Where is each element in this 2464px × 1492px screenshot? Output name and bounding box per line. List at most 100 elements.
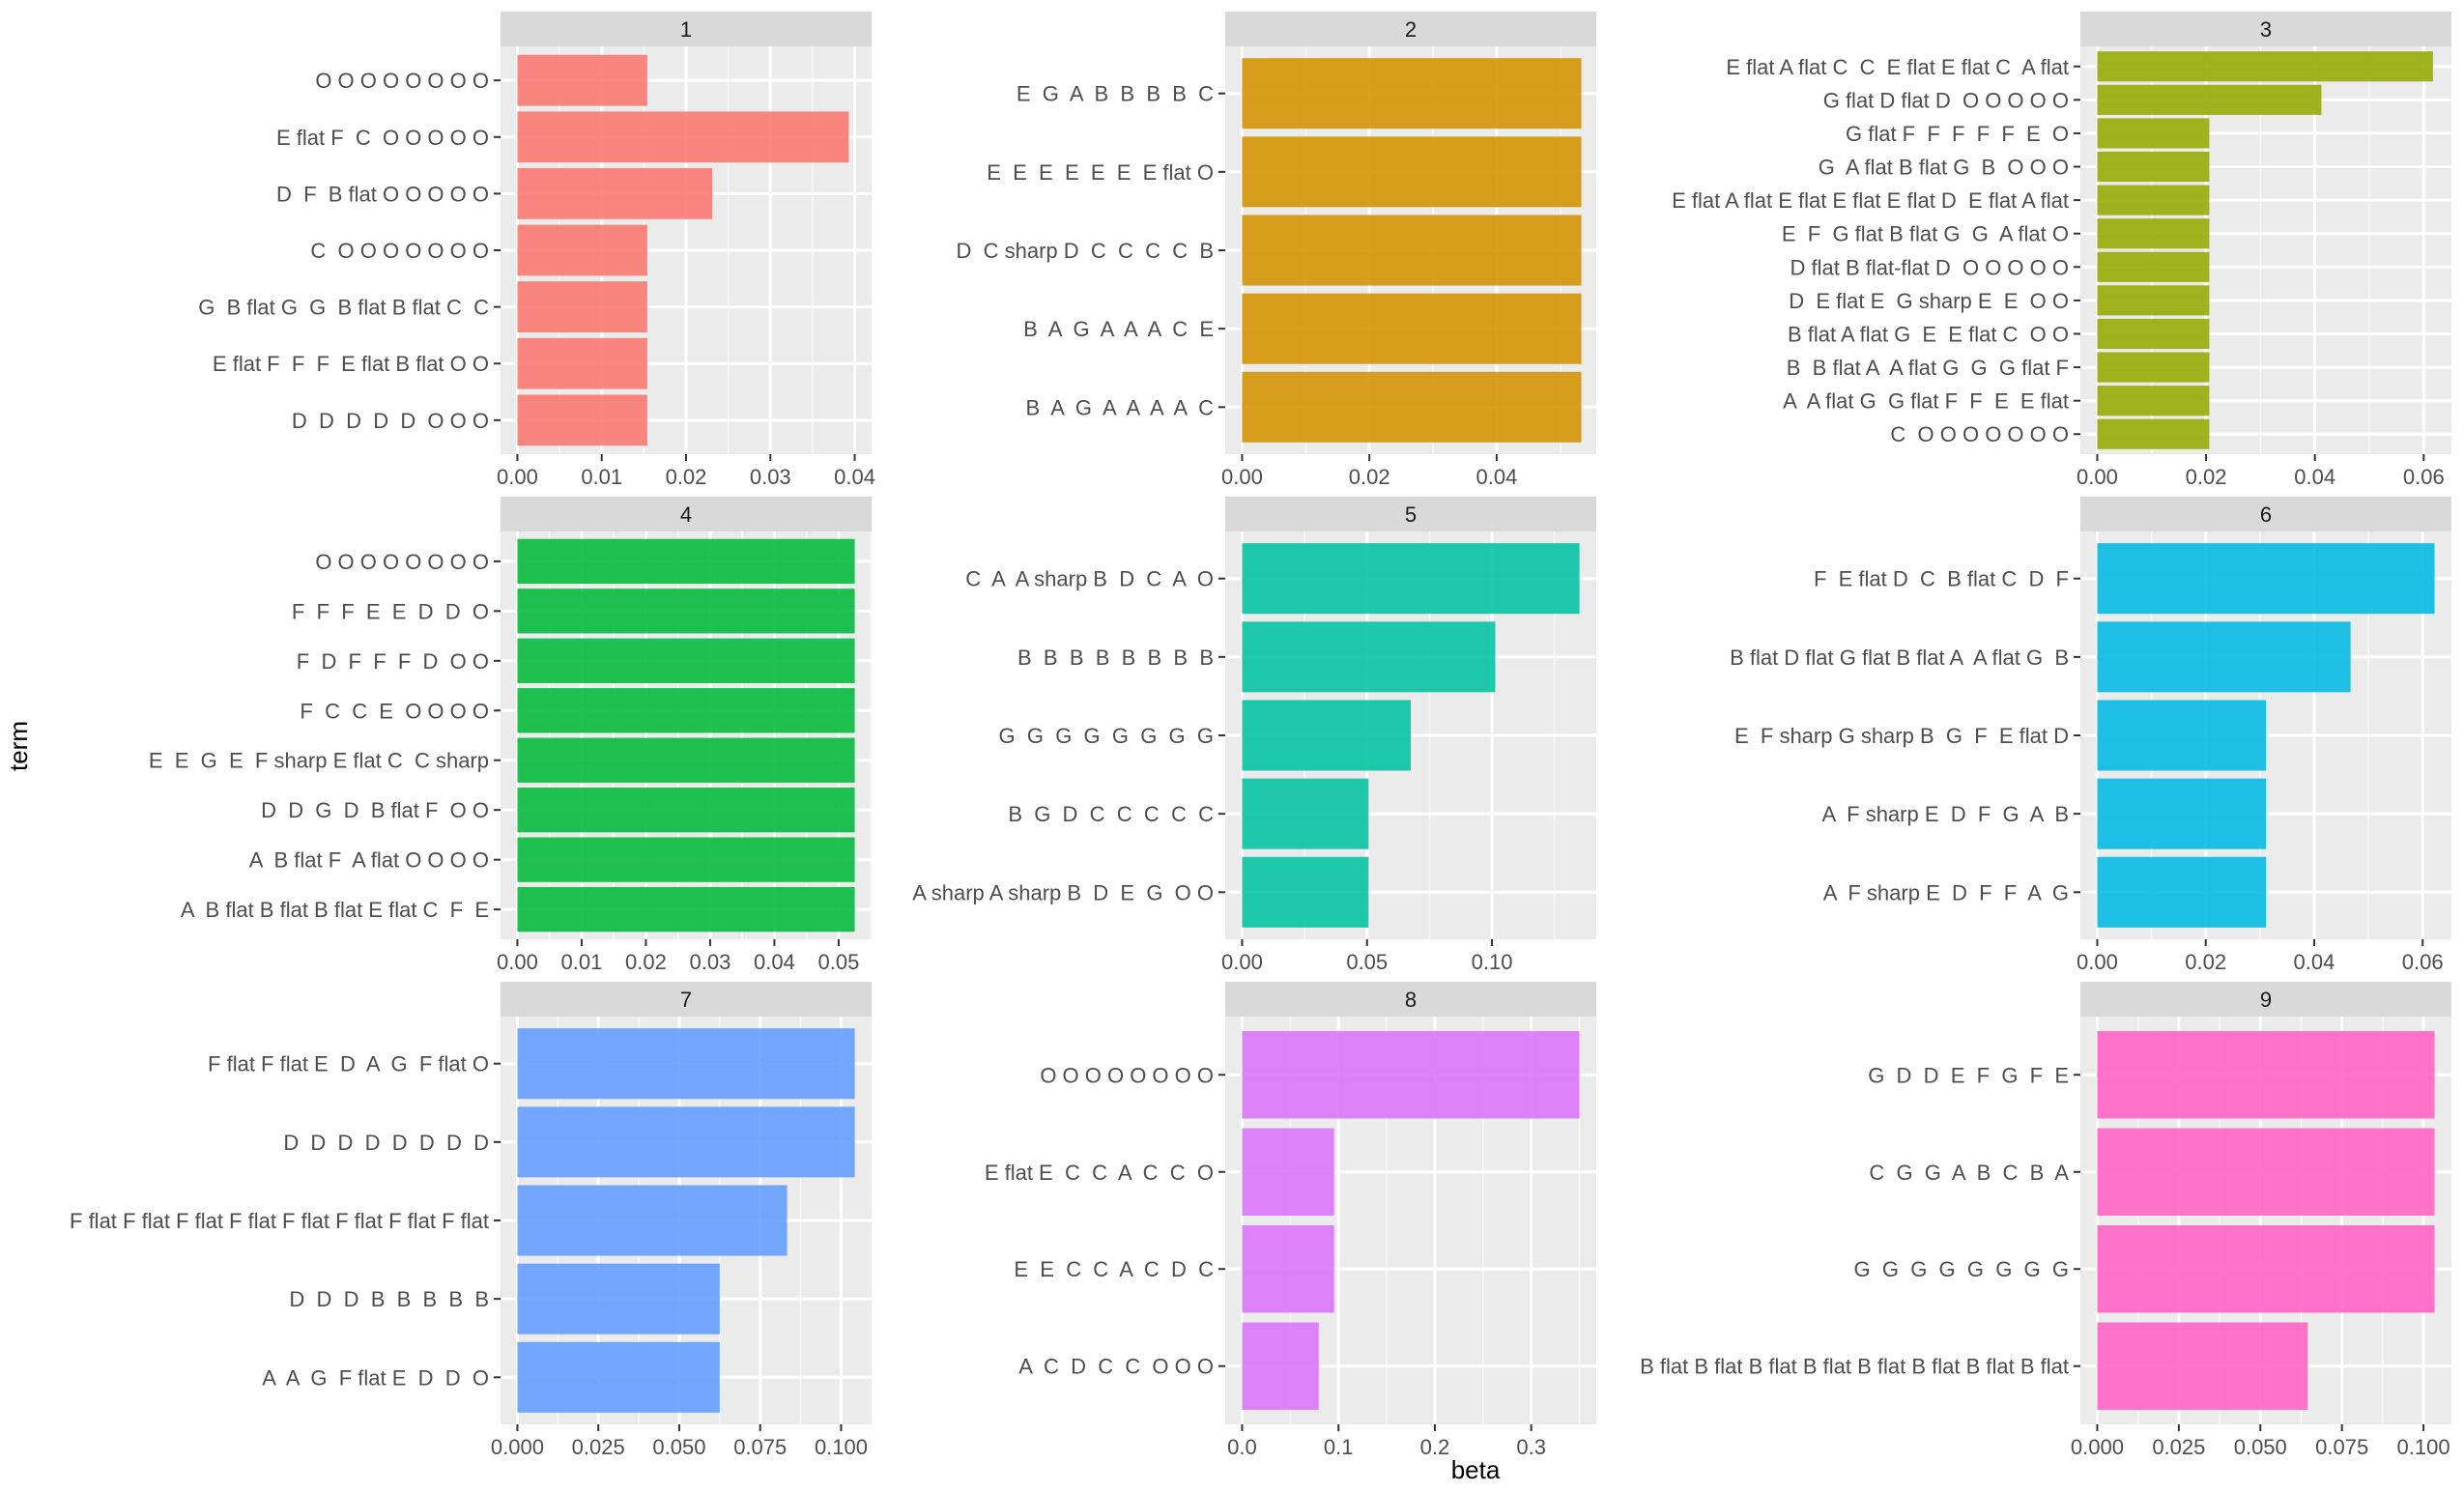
- bar: [517, 224, 647, 276]
- bar: [1242, 371, 1582, 443]
- facet-strip: [2080, 12, 2451, 46]
- bar: [2097, 51, 2433, 82]
- bar: [517, 538, 855, 585]
- x-tick-label: 0.05: [1346, 950, 1388, 974]
- bar: [2097, 1128, 2435, 1216]
- y-tick-label: E E C C A C D C: [1014, 1257, 1214, 1281]
- facet-label: 8: [1405, 988, 1417, 1012]
- y-tick-label: F F F E E D D O: [292, 599, 489, 623]
- x-tick-label: 0.050: [652, 1435, 705, 1459]
- y-tick-label: A A G F flat E D D O: [262, 1365, 489, 1390]
- bar: [1242, 293, 1582, 364]
- x-tick-label: 0.05: [818, 950, 860, 974]
- y-tick-label: C O O O O O O O: [310, 239, 489, 263]
- facet-strip: [501, 497, 872, 531]
- x-tick-label: 0.075: [2315, 1435, 2368, 1459]
- y-tick-label: B flat A flat G E E flat C O O: [1788, 322, 2069, 346]
- facet-strip: [501, 982, 872, 1017]
- facet-strip: [2080, 982, 2451, 1017]
- bar: [1242, 856, 1369, 928]
- x-tick-label: 0.02: [2185, 950, 2226, 974]
- bar: [517, 588, 855, 634]
- x-tick-label: 0.04: [2294, 950, 2335, 974]
- x-tick-label: 0.04: [2294, 465, 2335, 489]
- bar: [2097, 118, 2210, 149]
- x-tick-label: 0.04: [834, 465, 875, 489]
- y-tick-label: G flat D flat D O O O O O: [1823, 88, 2069, 112]
- x-tick-label: 0.050: [2234, 1435, 2287, 1459]
- y-tick-label: E flat A flat C C E flat E flat C A flat: [1726, 55, 2069, 79]
- y-tick-label: G A flat B flat G B O O O: [1819, 156, 2069, 180]
- y-tick-label: C O O O O O O O: [1890, 422, 2069, 446]
- y-tick-label: B A G A A A C E: [1023, 317, 1214, 341]
- bar: [517, 788, 855, 833]
- y-tick-label: A A flat G G flat F F E E flat: [1783, 389, 2069, 414]
- facet-label: 5: [1405, 502, 1417, 527]
- y-tick-label: E flat F F F E flat B flat O O: [213, 352, 489, 376]
- y-tick-label: B A G A A A A C: [1026, 395, 1215, 419]
- bar: [1242, 1322, 1319, 1410]
- y-tick-label: F E flat D C B flat C D F: [1814, 567, 2069, 591]
- bar: [2097, 778, 2266, 849]
- x-tick-label: 0.1: [1324, 1435, 1354, 1459]
- bar: [517, 168, 713, 219]
- panel-4: 4 O O O O O O O O F F F E E D D O F D F F F…: [149, 497, 872, 974]
- bar: [2097, 285, 2210, 316]
- x-tick-label: 0.2: [1420, 1435, 1450, 1459]
- facet-strip: [1225, 497, 1596, 531]
- y-tick-label: B flat D flat G flat B flat A A flat G B: [1730, 646, 2069, 670]
- bar: [517, 1263, 720, 1334]
- y-tick-label: A B flat B flat B flat E flat C F E: [181, 898, 489, 922]
- facet-strip: [1225, 982, 1596, 1017]
- facet-label: 7: [680, 988, 692, 1012]
- y-tick-label: B B flat A A flat G G G flat F: [1787, 356, 2069, 380]
- panel-7: 7 F flat F flat E D A G F flat O D D D D D…: [70, 982, 872, 1459]
- facet-label: 4: [680, 502, 692, 527]
- facet-label: 2: [1405, 17, 1417, 42]
- facet-strip: [501, 12, 872, 46]
- bar: [1242, 215, 1582, 286]
- x-tick-label: 0.00: [1221, 950, 1263, 974]
- x-tick-label: 0.100: [815, 1435, 868, 1459]
- panels: 1 O O O O O O O O E flat F C O O O O O D F …: [70, 12, 2451, 1459]
- x-tick-label: 0.10: [1472, 950, 1513, 974]
- panel-9: 9 G D D E F G F E C G G A B C B A G G G G G…: [1640, 982, 2451, 1459]
- x-tick-label: 0.02: [1349, 465, 1390, 489]
- bar: [2097, 151, 2210, 183]
- facet-label: 6: [2260, 502, 2272, 527]
- bar: [2097, 621, 2351, 693]
- bar: [1242, 543, 1580, 615]
- bar: [2097, 386, 2210, 416]
- bar: [517, 1341, 720, 1413]
- facet-label: 1: [680, 17, 692, 42]
- y-tick-label: D F B flat O O O O O: [276, 182, 489, 206]
- y-tick-label: O O O O O O O O: [315, 550, 489, 574]
- y-tick-label: A C D C C O O O: [1018, 1355, 1214, 1379]
- bar: [517, 111, 849, 163]
- y-tick-label: E E E E E E E flat O: [987, 160, 1214, 185]
- x-tick-label: 0.00: [497, 950, 538, 974]
- y-tick-label: G B flat G G B flat B flat C C: [198, 296, 489, 320]
- y-tick-label: E F G flat B flat G G A flat O: [1782, 222, 2069, 246]
- x-tick-label: 0.0: [1227, 1435, 1257, 1459]
- bar: [2097, 856, 2266, 928]
- bar: [517, 394, 647, 446]
- x-tick-label: 0.06: [2403, 465, 2445, 489]
- bar: [2097, 543, 2435, 615]
- y-tick-label: B G D C C C C C: [1008, 802, 1214, 826]
- panel-2: 2 E G A B B B B C E E E E E E E flat O D C …: [957, 12, 1596, 489]
- facet-label: 9: [2260, 988, 2272, 1012]
- y-tick-label: A F sharp E D F F A G: [1823, 880, 2069, 904]
- bar: [1242, 1225, 1334, 1313]
- panel-5: 5 C A A sharp B D C A O B B B B B B B B G G…: [912, 497, 1596, 974]
- x-tick-label: 0.100: [2397, 1435, 2450, 1459]
- bar: [517, 1028, 855, 1100]
- bar: [2097, 1322, 2308, 1410]
- y-tick-label: C G G A B C B A: [1869, 1161, 2069, 1185]
- y-tick-label: F D F F F D O O: [297, 649, 489, 674]
- bar: [1242, 58, 1582, 129]
- x-tick-label: 0.01: [581, 465, 622, 489]
- y-tick-label: D C sharp D C C C C B: [957, 239, 1215, 263]
- x-tick-label: 0.06: [2402, 950, 2444, 974]
- bar: [2097, 84, 2322, 115]
